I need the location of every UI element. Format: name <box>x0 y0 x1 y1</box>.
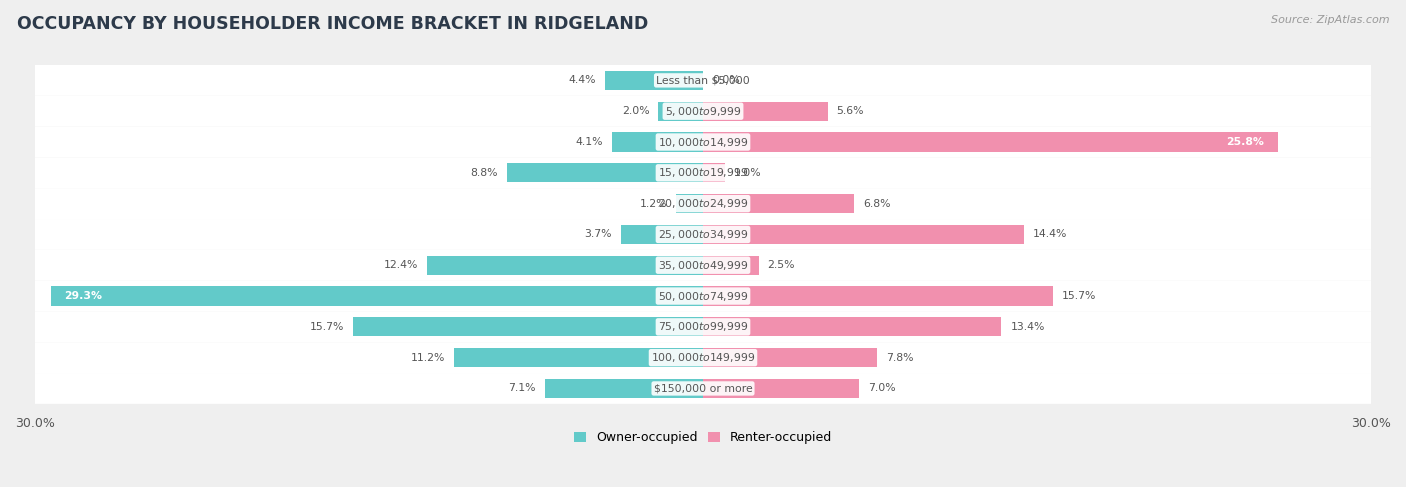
Text: $150,000 or more: $150,000 or more <box>654 383 752 393</box>
Bar <box>546 379 703 398</box>
Text: 7.0%: 7.0% <box>868 383 896 393</box>
Text: 1.0%: 1.0% <box>734 168 762 178</box>
Bar <box>703 348 877 367</box>
Text: 7.8%: 7.8% <box>886 353 912 363</box>
Text: Source: ZipAtlas.com: Source: ZipAtlas.com <box>1271 15 1389 25</box>
Bar <box>353 318 703 337</box>
Legend: Owner-occupied, Renter-occupied: Owner-occupied, Renter-occupied <box>568 427 838 450</box>
Text: $100,000 to $149,999: $100,000 to $149,999 <box>651 351 755 364</box>
Text: 8.8%: 8.8% <box>471 168 498 178</box>
FancyBboxPatch shape <box>35 219 1371 250</box>
Bar <box>676 194 703 213</box>
Text: $50,000 to $74,999: $50,000 to $74,999 <box>658 290 748 302</box>
Bar <box>427 256 703 275</box>
FancyBboxPatch shape <box>35 157 1371 188</box>
Text: 29.3%: 29.3% <box>63 291 101 301</box>
Text: 0.0%: 0.0% <box>711 75 740 85</box>
Text: 6.8%: 6.8% <box>863 199 891 208</box>
Text: 2.5%: 2.5% <box>768 260 794 270</box>
Text: 25.8%: 25.8% <box>1226 137 1264 147</box>
FancyBboxPatch shape <box>35 96 1371 127</box>
Text: 4.1%: 4.1% <box>575 137 603 147</box>
FancyBboxPatch shape <box>35 312 1371 342</box>
FancyBboxPatch shape <box>35 281 1371 312</box>
FancyBboxPatch shape <box>35 188 1371 219</box>
Text: $35,000 to $49,999: $35,000 to $49,999 <box>658 259 748 272</box>
Text: $75,000 to $99,999: $75,000 to $99,999 <box>658 320 748 333</box>
Bar <box>703 194 855 213</box>
Text: 15.7%: 15.7% <box>1062 291 1095 301</box>
Bar <box>508 163 703 182</box>
Text: 1.2%: 1.2% <box>640 199 668 208</box>
Text: 12.4%: 12.4% <box>384 260 418 270</box>
Text: 11.2%: 11.2% <box>411 353 444 363</box>
Bar <box>51 286 703 305</box>
Text: 5.6%: 5.6% <box>837 106 865 116</box>
Text: 14.4%: 14.4% <box>1032 229 1067 240</box>
Text: $10,000 to $14,999: $10,000 to $14,999 <box>658 135 748 149</box>
Bar <box>703 286 1053 305</box>
Text: 7.1%: 7.1% <box>509 383 536 393</box>
FancyBboxPatch shape <box>35 342 1371 373</box>
Bar <box>454 348 703 367</box>
Bar <box>612 132 703 151</box>
Text: Less than $5,000: Less than $5,000 <box>657 75 749 85</box>
Text: 3.7%: 3.7% <box>585 229 612 240</box>
FancyBboxPatch shape <box>35 65 1371 96</box>
Text: OCCUPANCY BY HOUSEHOLDER INCOME BRACKET IN RIDGELAND: OCCUPANCY BY HOUSEHOLDER INCOME BRACKET … <box>17 15 648 33</box>
Bar <box>703 225 1024 244</box>
Text: 2.0%: 2.0% <box>621 106 650 116</box>
Text: $20,000 to $24,999: $20,000 to $24,999 <box>658 197 748 210</box>
Text: 15.7%: 15.7% <box>311 322 344 332</box>
Bar <box>605 71 703 90</box>
Bar <box>703 318 1001 337</box>
Bar <box>703 102 828 121</box>
Text: $15,000 to $19,999: $15,000 to $19,999 <box>658 167 748 179</box>
Bar <box>703 163 725 182</box>
Text: $5,000 to $9,999: $5,000 to $9,999 <box>665 105 741 118</box>
Bar <box>703 256 759 275</box>
Bar <box>703 379 859 398</box>
Bar <box>620 225 703 244</box>
Text: 4.4%: 4.4% <box>568 75 596 85</box>
Text: 13.4%: 13.4% <box>1011 322 1045 332</box>
Text: $25,000 to $34,999: $25,000 to $34,999 <box>658 228 748 241</box>
FancyBboxPatch shape <box>35 373 1371 404</box>
Bar <box>703 132 1278 151</box>
FancyBboxPatch shape <box>35 250 1371 281</box>
Bar <box>658 102 703 121</box>
FancyBboxPatch shape <box>35 127 1371 157</box>
